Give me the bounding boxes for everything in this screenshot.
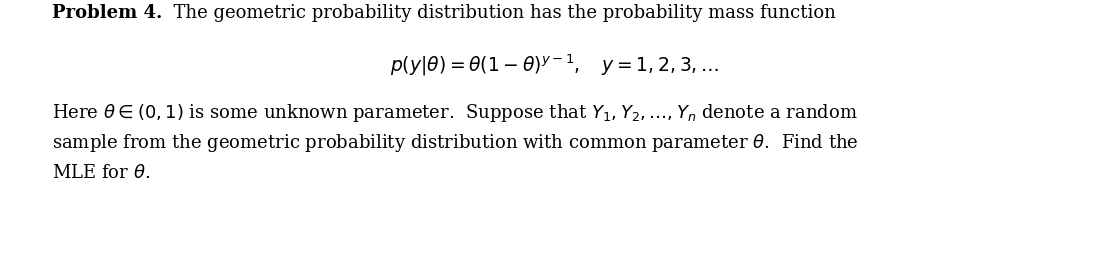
Text: sample from the geometric probability distribution with common parameter $\theta: sample from the geometric probability di… (52, 132, 859, 154)
Text: MLE for $\theta$.: MLE for $\theta$. (52, 164, 150, 182)
Text: Here $\theta \in (0, 1)$ is some unknown parameter.  Suppose that $Y_1, Y_2, \ld: Here $\theta \in (0, 1)$ is some unknown… (52, 102, 858, 124)
Text: $p(y|\theta) = \theta(1 - \theta)^{y-1}, \quad y = 1, 2, 3, \ldots$: $p(y|\theta) = \theta(1 - \theta)^{y-1},… (391, 53, 719, 78)
Text: The geometric probability distribution has the probability mass function: The geometric probability distribution h… (162, 4, 836, 22)
Text: Problem 4.: Problem 4. (52, 4, 162, 22)
